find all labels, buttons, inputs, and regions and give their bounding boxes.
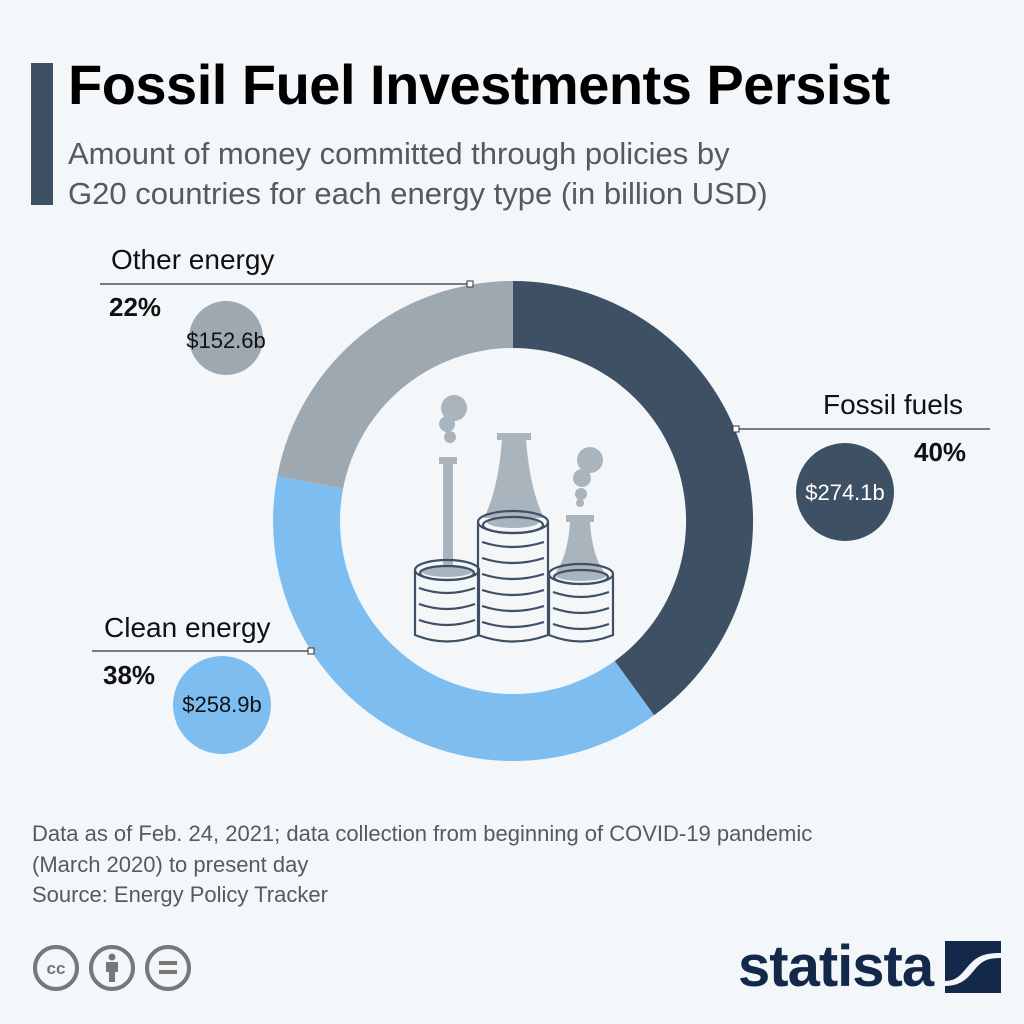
value-clean-energy: $258.9b (182, 692, 262, 717)
label-clean-energy: Clean energy (104, 612, 271, 643)
value-bubble-other (189, 301, 263, 375)
factory-coins-icon (413, 395, 615, 643)
data-note-line-2: (March 2020) to present day (32, 852, 309, 877)
label-other-energy: Other energy (111, 244, 275, 275)
leader-line-fossil (732, 425, 990, 433)
percent-clean-energy: 38% (103, 660, 156, 690)
donut-segment-clean-energy[interactable] (273, 476, 655, 762)
value-other-energy: $152.6b (186, 328, 266, 353)
percent-fossil-fuels: 40% (914, 437, 967, 467)
svg-text:cc: cc (47, 959, 66, 978)
chart-title: Fossil Fuel Investments Persist (68, 53, 890, 116)
data-note: Data as of Feb. 24, 2021; data collectio… (32, 818, 992, 880)
chart-subtitle: Amount of money committed through polici… (68, 134, 968, 214)
value-fossil-fuels: $274.1b (805, 480, 885, 505)
statista-logo[interactable]: statista (738, 934, 1002, 999)
leader-line-clean (92, 647, 315, 655)
statista-logo-icon (945, 941, 1002, 993)
attribution-icon[interactable] (88, 944, 136, 997)
leader-line-other (100, 280, 474, 288)
label-fossil-fuels: Fossil fuels (823, 389, 964, 420)
no-derivatives-icon[interactable] (144, 944, 192, 997)
cc-icon[interactable]: cc (32, 944, 80, 997)
subtitle-line-1: Amount of money committed through polici… (68, 136, 730, 171)
data-note-line-1: Data as of Feb. 24, 2021; data collectio… (32, 821, 813, 846)
title-accent-bar (31, 63, 53, 205)
value-bubble-fossil (796, 443, 894, 541)
donut-segment-fossil-fuels[interactable] (513, 281, 754, 716)
value-bubble-clean (173, 656, 271, 754)
percent-other-energy: 22% (109, 292, 162, 322)
source-note: Source: Energy Policy Tracker (32, 882, 328, 907)
statista-logo-text: statista (738, 934, 934, 999)
subtitle-line-2: G20 countries for each energy type (in b… (68, 176, 768, 211)
license-icons[interactable]: cc (32, 944, 192, 997)
donut-segment-other-energy[interactable] (277, 281, 513, 489)
